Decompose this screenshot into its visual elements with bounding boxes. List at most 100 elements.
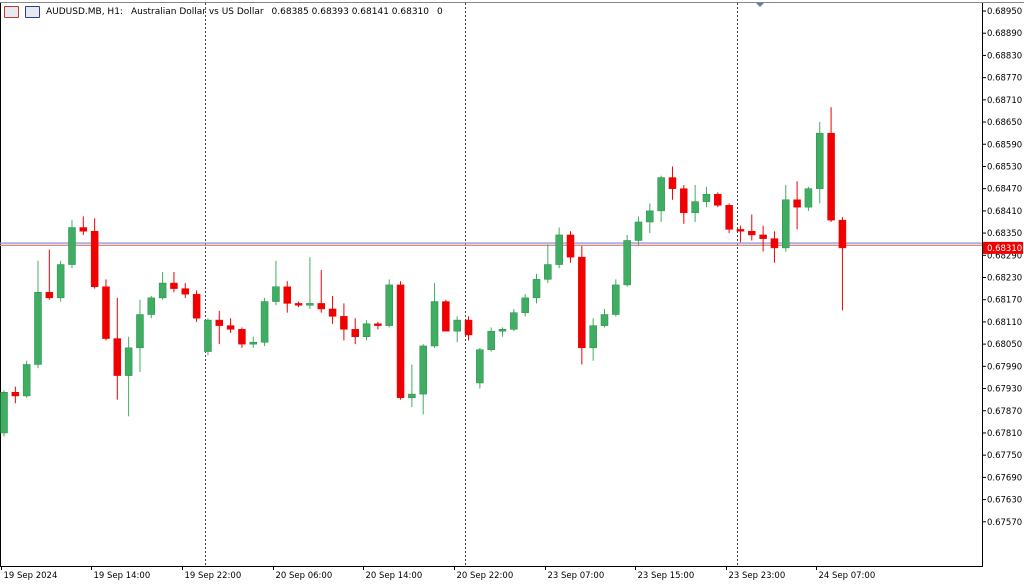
- ohlc-values: 0.68385 0.68393 0.68141 0.68310: [271, 7, 429, 17]
- y-tick-label: 0.68650: [987, 118, 1022, 128]
- candle-body: [22, 364, 31, 397]
- y-tick-label: 0.68710: [987, 96, 1022, 106]
- candle-body: [827, 132, 835, 221]
- candle: [691, 184, 699, 222]
- chart-properties-icon[interactable]: [25, 6, 40, 18]
- candle-body: [464, 319, 473, 336]
- candle: [657, 175, 665, 222]
- candle-body: [340, 316, 348, 330]
- candle: [476, 347, 484, 389]
- y-tick-label: 0.67930: [987, 385, 1022, 395]
- candle: [487, 327, 495, 352]
- candle: [90, 218, 99, 289]
- candle: [804, 186, 813, 211]
- candle: [442, 299, 450, 332]
- candle-body: [555, 234, 563, 265]
- candle: [124, 336, 133, 417]
- candle-body: [204, 319, 212, 352]
- candle-body: [782, 199, 790, 249]
- candle: [170, 271, 178, 293]
- candle-body: [192, 293, 201, 319]
- candle-body: [226, 325, 235, 330]
- candle-body: [328, 308, 337, 317]
- candle-body: [136, 314, 144, 349]
- candle: [136, 299, 144, 372]
- candle: [510, 308, 518, 332]
- candle: [555, 227, 563, 269]
- candle: [725, 203, 733, 234]
- candle: [34, 260, 42, 369]
- candle: [56, 260, 65, 302]
- candle-body: [170, 282, 178, 289]
- candle: [68, 220, 76, 269]
- candle-body: [317, 303, 325, 310]
- candle-body: [521, 297, 529, 313]
- candle: [351, 318, 359, 345]
- candle-body: [702, 193, 711, 202]
- candle-body: [691, 201, 699, 213]
- candle-body: [498, 329, 507, 332]
- candle-body: [272, 286, 280, 302]
- candle-body: [736, 229, 745, 232]
- y-tick-label: 0.68950: [987, 7, 1022, 17]
- chart-window-icon[interactable]: [4, 6, 19, 18]
- y-tick-label: 0.67810: [987, 429, 1022, 439]
- y-tick-label: 0.67630: [987, 496, 1022, 506]
- candle-body: [510, 312, 518, 330]
- candle-body: [714, 193, 722, 206]
- candle: [102, 279, 110, 341]
- y-tick-label: 0.68590: [987, 140, 1022, 150]
- candle: [79, 216, 88, 235]
- candle: [113, 297, 122, 400]
- candle: [566, 231, 575, 263]
- candle: [646, 203, 654, 234]
- candle-body: [306, 303, 314, 306]
- candle: [589, 318, 597, 361]
- candle: [328, 296, 337, 324]
- candle: [249, 336, 258, 348]
- candle-body: [362, 323, 371, 337]
- y-tick-label: 0.67750: [987, 451, 1022, 461]
- candle-body: [374, 323, 382, 326]
- current-price-tag: [983, 241, 1023, 254]
- candle: [816, 122, 824, 204]
- candle: [22, 360, 31, 398]
- candle: [600, 308, 609, 328]
- candle: [544, 244, 552, 284]
- candle: [158, 271, 167, 300]
- candle: [736, 225, 745, 243]
- candle-body: [408, 393, 416, 399]
- shift-marker: [756, 3, 764, 7]
- candle-body: [90, 230, 99, 288]
- candle: [294, 301, 303, 308]
- candle-body: [124, 347, 133, 376]
- candle: [362, 320, 371, 341]
- candle-body: [158, 282, 167, 299]
- candle: [306, 257, 314, 309]
- candle: [714, 192, 722, 208]
- candle: [283, 281, 291, 313]
- candle: [680, 184, 688, 224]
- candle-body: [680, 188, 688, 213]
- symbol-description: Australian Dollar vs US Dollar: [130, 7, 264, 17]
- candle-body: [578, 256, 586, 349]
- candle: [192, 290, 201, 322]
- candle: [45, 249, 54, 300]
- y-tick-label: 0.67690: [987, 473, 1022, 483]
- x-tick-label: 20 Sep 06:00: [276, 571, 333, 581]
- x-tick-label: 23 Sep 23:00: [729, 571, 786, 581]
- candle-body: [283, 286, 291, 304]
- candle: [770, 231, 779, 263]
- candle-body: [600, 314, 609, 326]
- candle: [11, 386, 20, 404]
- candle: [260, 297, 269, 346]
- candle: [408, 364, 416, 408]
- candle: [272, 260, 280, 306]
- current-price-label: 0.68310: [987, 244, 1022, 254]
- candle-body: [113, 338, 122, 376]
- candle-body: [589, 325, 597, 349]
- candle-body: [487, 330, 495, 350]
- candle: [782, 184, 790, 252]
